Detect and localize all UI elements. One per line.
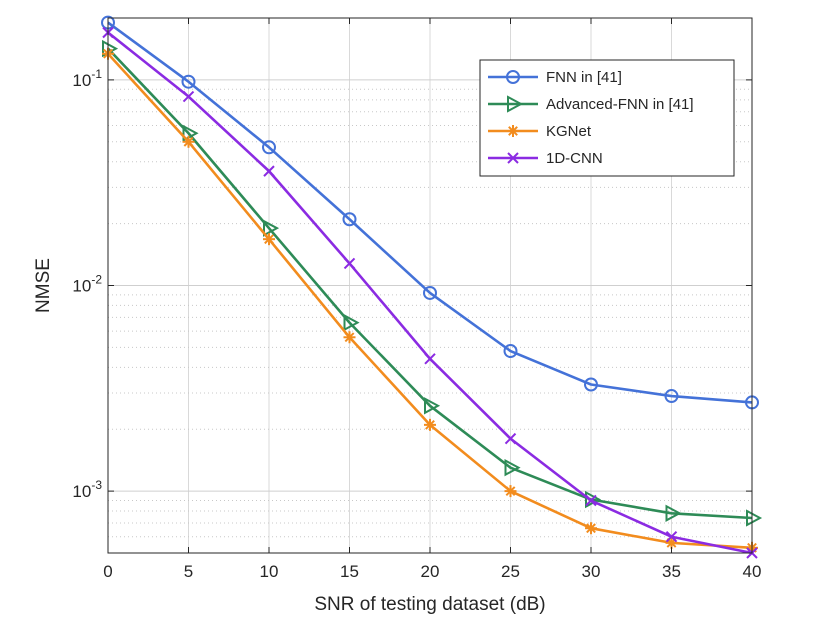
data-point [504, 459, 521, 477]
data-point [263, 219, 280, 237]
series-line [107, 47, 753, 520]
data-point [504, 432, 517, 445]
legend-marker [506, 70, 520, 84]
x-tick-label: 5 [184, 562, 193, 581]
legend: FNN in [41] Advanced-FNN in [41] KGNet 1D-C… [479, 59, 735, 177]
data-point [263, 233, 275, 246]
data-point [343, 331, 356, 344]
data-point [665, 504, 682, 522]
series-0 [101, 15, 759, 410]
y-axis-label: NMSE [33, 258, 54, 313]
y-axis-ticks: 10-1 10-2 10-3 [72, 67, 752, 501]
data-point [503, 344, 518, 359]
x-tick-label: 25 [501, 562, 520, 581]
x-tick-label: 20 [421, 562, 440, 581]
y-tick-label: 10-2 [72, 273, 102, 296]
x-tick-label: 40 [743, 562, 762, 581]
data-point [343, 313, 360, 332]
data-point [504, 485, 517, 498]
x-tick-label: 30 [582, 562, 601, 581]
data-point [263, 165, 275, 177]
series-1 [102, 39, 763, 527]
data-point [342, 212, 357, 227]
data-point [665, 536, 678, 549]
y-tick-label: 10-1 [72, 67, 102, 90]
data-point [182, 124, 199, 142]
data-point [665, 531, 678, 543]
data-point [262, 140, 276, 155]
data-point [424, 353, 436, 365]
data-point [585, 494, 597, 507]
x-axis-label: SNR of testing dataset (dB) [314, 594, 545, 615]
data-point [343, 257, 356, 270]
data-point [424, 397, 441, 415]
x-tick-label: 0 [103, 562, 112, 581]
series-layer [101, 15, 763, 559]
legend-box [479, 59, 735, 177]
data-point [423, 285, 437, 300]
data-point [585, 522, 597, 535]
legend-entry: FNN in [41] [546, 69, 622, 86]
x-tick-label: 15 [340, 562, 359, 581]
series-line [107, 21, 753, 404]
x-tick-label: 35 [662, 562, 681, 581]
data-point [181, 74, 196, 89]
legend-entry: Advanced-FNN in [41] [546, 96, 694, 113]
data-point [182, 90, 195, 103]
x-axis-ticks: 0 5 10 15 20 25 30 35 40 [103, 18, 761, 581]
legend-entry: KGNet [546, 123, 592, 140]
legend-marker [507, 95, 524, 113]
data-point [424, 418, 436, 431]
y-tick-label: 10-3 [72, 478, 102, 501]
x-tick-label: 10 [260, 562, 279, 581]
data-point [182, 135, 195, 148]
data-point [746, 509, 763, 527]
series-3 [102, 26, 758, 559]
legend-marker [507, 125, 519, 137]
legend-entry: 1D-CNN [546, 150, 603, 167]
data-point [584, 377, 598, 392]
legend-marker [507, 152, 519, 164]
data-point [664, 389, 679, 404]
